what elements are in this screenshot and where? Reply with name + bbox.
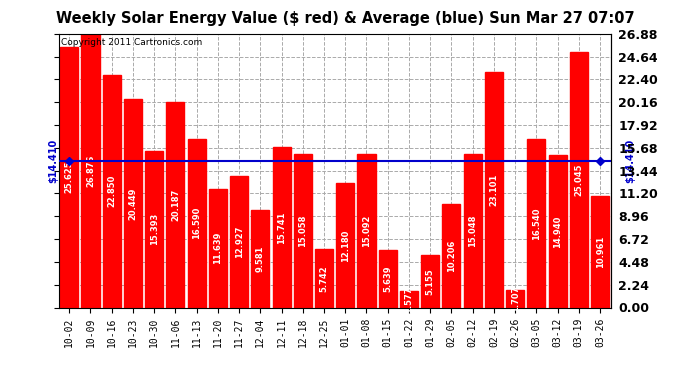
Text: 5.639: 5.639 <box>383 266 392 292</box>
Bar <box>124 99 142 308</box>
Bar <box>230 176 248 308</box>
Text: 15.741: 15.741 <box>277 211 286 244</box>
Bar <box>188 138 206 308</box>
Bar <box>464 154 482 308</box>
Bar <box>527 139 545 308</box>
Text: 12.180: 12.180 <box>341 229 350 262</box>
Text: 10.961: 10.961 <box>595 236 604 268</box>
Text: 16.590: 16.590 <box>192 207 201 239</box>
Text: 15.393: 15.393 <box>150 213 159 245</box>
Bar <box>145 151 164 308</box>
Text: 1.707: 1.707 <box>511 286 520 312</box>
Bar <box>81 34 99 308</box>
Bar <box>251 210 269 308</box>
Text: 9.581: 9.581 <box>256 246 265 272</box>
Text: 1.577: 1.577 <box>404 286 413 313</box>
Bar <box>336 183 354 308</box>
Bar <box>442 204 460 308</box>
Text: Copyright 2011 Cartronics.com: Copyright 2011 Cartronics.com <box>61 38 203 47</box>
Text: 16.540: 16.540 <box>532 207 541 240</box>
Bar <box>549 155 566 308</box>
Bar <box>209 189 227 308</box>
Bar <box>273 147 290 308</box>
Bar <box>315 249 333 308</box>
Text: 25.045: 25.045 <box>574 164 583 196</box>
Text: 26.876: 26.876 <box>86 154 95 187</box>
Text: 25.625: 25.625 <box>65 161 74 194</box>
Bar <box>166 102 184 308</box>
Bar <box>591 196 609 308</box>
Text: 5.742: 5.742 <box>319 265 328 292</box>
Text: 11.639: 11.639 <box>213 232 222 264</box>
Text: 10.206: 10.206 <box>447 239 456 272</box>
Bar <box>485 72 503 308</box>
Text: 14.940: 14.940 <box>553 215 562 248</box>
Text: 23.101: 23.101 <box>489 174 498 206</box>
Bar <box>570 53 588 308</box>
Bar <box>294 154 312 308</box>
Text: $14.410: $14.410 <box>49 139 59 183</box>
Bar <box>421 255 440 308</box>
Text: 22.850: 22.850 <box>107 175 116 207</box>
Bar <box>379 250 397 307</box>
Bar <box>60 46 78 308</box>
Text: 15.048: 15.048 <box>468 214 477 247</box>
Text: 12.927: 12.927 <box>235 225 244 258</box>
Bar <box>357 154 375 308</box>
Text: 5.155: 5.155 <box>426 268 435 295</box>
Text: 20.187: 20.187 <box>171 189 180 221</box>
Bar <box>103 75 121 308</box>
Text: 20.449: 20.449 <box>128 187 137 219</box>
Bar <box>506 290 524 308</box>
Text: 15.092: 15.092 <box>362 214 371 247</box>
Bar <box>400 291 418 308</box>
Text: Weekly Solar Energy Value ($ red) & Average (blue) Sun Mar 27 07:07: Weekly Solar Energy Value ($ red) & Aver… <box>56 11 634 26</box>
Text: 15.058: 15.058 <box>298 214 307 247</box>
Text: $14.410: $14.410 <box>626 139 635 183</box>
